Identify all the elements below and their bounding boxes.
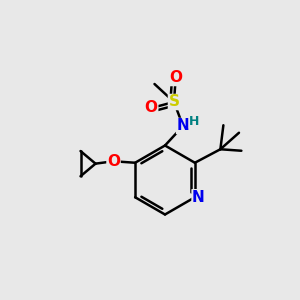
Text: O: O	[145, 100, 158, 115]
Text: O: O	[107, 154, 120, 169]
Text: N: N	[177, 118, 189, 134]
Text: H: H	[189, 115, 200, 128]
Text: S: S	[169, 94, 179, 110]
Text: N: N	[192, 190, 205, 205]
Text: O: O	[169, 70, 182, 86]
